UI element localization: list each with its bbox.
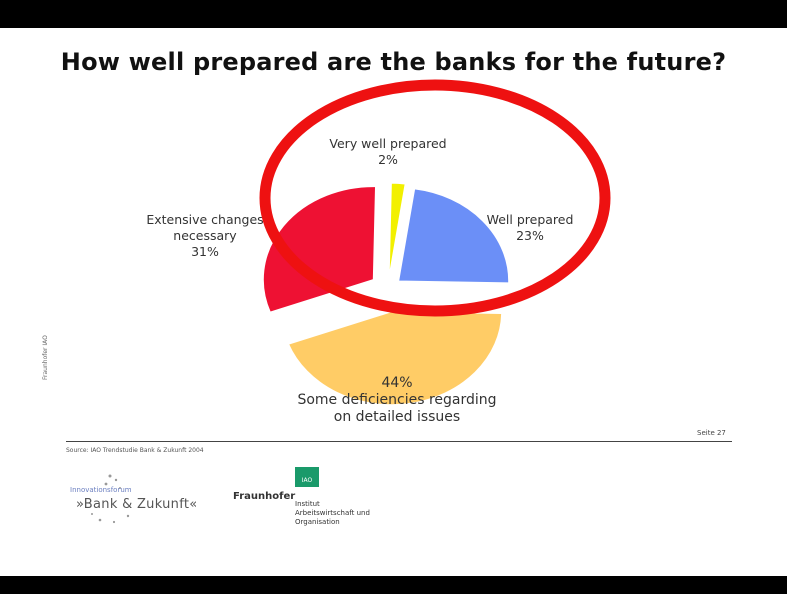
pie-slice [388,182,406,277]
fraunhofer-logo-text: Fraunhofer [233,491,296,502]
bottom-black-bar [0,576,787,594]
bank-logo-small-text: Innovationsforum [70,486,132,494]
page-number: Seite 27 [697,429,726,437]
red-annotation-ellipse [259,79,611,317]
source-line: Source: IAO Trendstudie Bank & Zukunft 2… [66,447,204,454]
side-vertical-text: Fraunhofer IAO [42,335,49,380]
pie-slice [287,311,503,406]
footer-divider [66,441,732,442]
bank-logo-main-text: »Bank & Zukunft« [76,497,198,512]
iao-text-line: Arbeitswirtschaft und [295,509,370,517]
top-black-bar [0,0,787,28]
slice-label: Very well prepared 2% [329,136,446,167]
slice-label: 44% Some deficiencies regarding on detaile… [297,375,496,425]
iao-text-line: Organisation [295,518,340,526]
iao-logo-icon: IAO [295,467,319,487]
slice-label: Extensive changes necessary 31% [146,212,263,259]
iao-text-line: Institut [295,500,320,508]
bank-zukunft-logo-icon [91,474,130,524]
pie-slice [398,188,510,284]
slide-title: How well prepared are the banks for the … [60,48,727,76]
pie-slice [262,186,377,313]
slice-label: Well prepared 23% [487,212,574,243]
